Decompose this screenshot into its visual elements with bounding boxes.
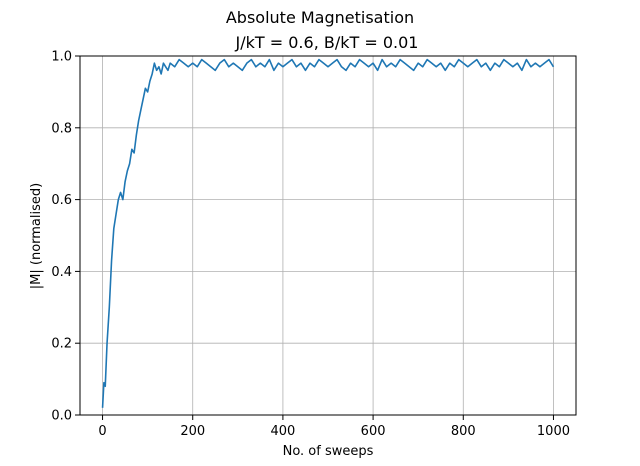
plot-frame: [79, 55, 577, 416]
x-axis-label: No. of sweeps: [283, 444, 374, 459]
x-tick-label: 1000: [537, 424, 570, 439]
y-tick-label: 0.4: [51, 265, 72, 280]
y-axis-label: |M| (normalised): [29, 183, 44, 289]
x-tick-label: 800: [451, 424, 476, 439]
x-tick-label: 200: [180, 424, 205, 439]
chart-title: Absolute Magnetisation: [226, 8, 414, 27]
y-tick-label: 0.6: [51, 193, 72, 208]
y-tick-label: 1.0: [51, 50, 72, 65]
y-tick-label: 0.0: [51, 409, 72, 424]
x-tick-label: 600: [361, 424, 386, 439]
axis-ticks: 0 200 400 600 800 1000 0.0 0.2 0.4 0.6 0.8 1.0: [51, 50, 570, 440]
magnetisation-series-line: [101, 58, 555, 408]
x-tick-label: 400: [270, 424, 295, 439]
grid-lines: [80, 55, 576, 416]
series-line-group: [101, 58, 555, 408]
x-tick-label: 0: [98, 424, 106, 439]
y-tick-label: 0.2: [51, 337, 72, 352]
chart-subtitle: J/kT = 0.6, B/kT = 0.01: [235, 33, 419, 52]
y-tick-label: 0.8: [51, 121, 72, 136]
